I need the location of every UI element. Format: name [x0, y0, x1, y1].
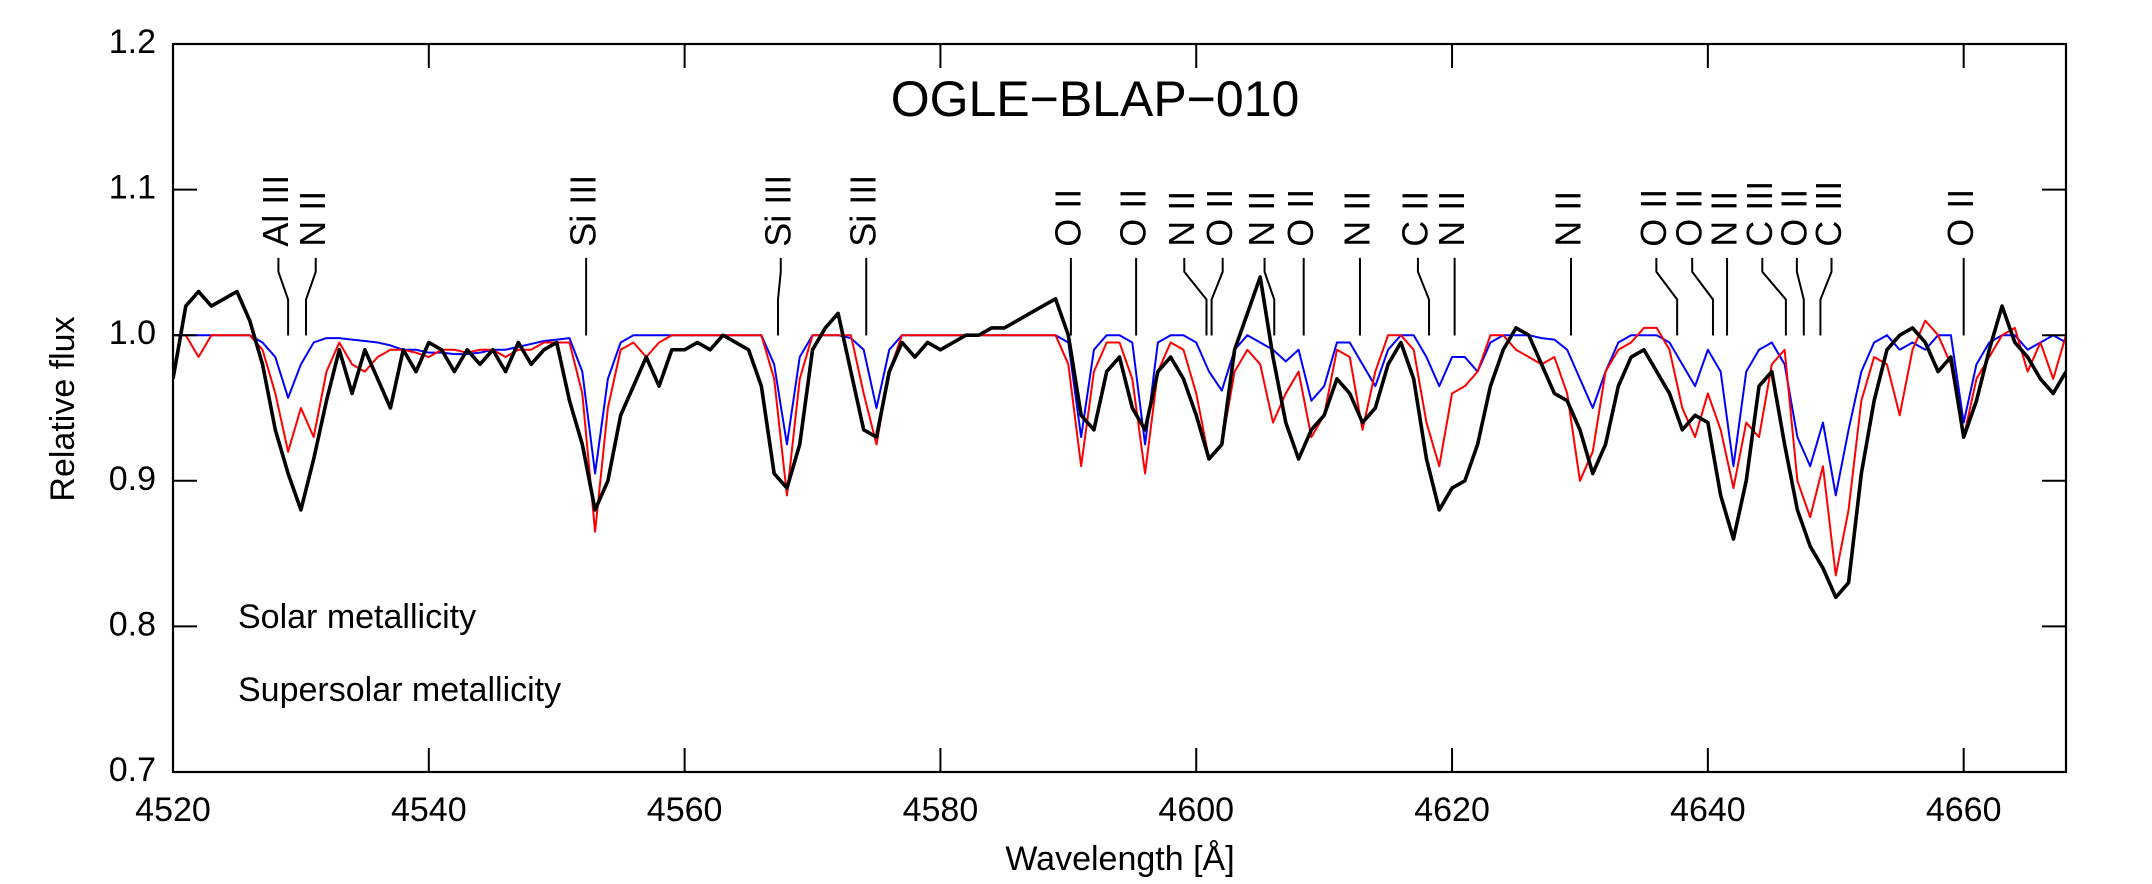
line-id-marker [305, 257, 317, 336]
y-tick-label: 0.9 [109, 460, 156, 498]
spectrum-line [173, 275, 2066, 600]
y-tick-label: 0.7 [109, 751, 156, 789]
line-id-label: O II [1633, 189, 1674, 247]
x-tick-label: 4660 [1926, 791, 2002, 829]
legend-entry: Supersolar metallicity [238, 671, 561, 709]
spectrum-line [173, 319, 2066, 577]
x-tick-label: 4600 [1158, 791, 1234, 829]
line-id-marker [1655, 257, 1679, 336]
line-id-marker [1183, 257, 1208, 336]
line-id-label: O II [1280, 189, 1321, 247]
line-id-label: O II [1113, 189, 1154, 247]
line-id-marker [776, 257, 782, 336]
y-tick-label: 1.2 [109, 23, 156, 61]
y-tick-label: 1.1 [109, 169, 156, 207]
line-id-marker [1416, 257, 1431, 336]
x-tick-label: 4620 [1414, 791, 1490, 829]
line-id-marker [277, 257, 290, 336]
line-id-label: N II [1241, 191, 1282, 247]
line-id-label: Al III [255, 175, 296, 247]
line-id-label: N II [1431, 191, 1472, 247]
line-id-marker [1795, 257, 1805, 336]
line-id-label: Si III [757, 175, 798, 247]
line-id-label: O II [1773, 189, 1814, 247]
line-id-marker [1761, 257, 1787, 336]
x-tick-label: 4540 [391, 791, 467, 829]
y-tick-label: 0.8 [109, 605, 156, 643]
plot-frame [171, 42, 2068, 774]
line-id-label: O II [1940, 189, 1981, 247]
line-id-label: C III [1808, 181, 1849, 247]
line-id-label: N II [1548, 191, 1589, 247]
line-id-marker [1691, 257, 1714, 336]
line-id-label: O II [1047, 189, 1088, 247]
line-id-label: N II [1704, 191, 1745, 247]
line-id-label: N II [1337, 191, 1378, 247]
line-id-label: Si III [563, 175, 604, 247]
line-id-label: O II [1669, 189, 1710, 247]
y-tick-label: 1.0 [109, 314, 156, 352]
line-id-label: C II [1394, 191, 1435, 247]
y-axis-title: Relative flux [44, 316, 82, 501]
legend-entry: Solar metallicity [238, 598, 476, 636]
line-id-label: C III [1739, 181, 1780, 247]
x-tick-label: 4520 [135, 791, 211, 829]
x-tick-label: 4640 [1670, 791, 1746, 829]
x-tick-label: 4560 [647, 791, 723, 829]
line-id-marker [1210, 257, 1224, 336]
x-tick-label: 4580 [903, 791, 979, 829]
line-id-label: N II [292, 191, 333, 247]
line-id-marker [1263, 257, 1276, 336]
line-id-marker [1819, 257, 1833, 336]
x-axis-title: Wavelength [Å] [1005, 840, 1234, 878]
line-id-label: O II [1199, 189, 1240, 247]
line-id-label: N II [1161, 191, 1202, 247]
chart-title: OGLE−BLAP−010 [891, 71, 1300, 127]
line-id-label: Si III [843, 175, 884, 247]
